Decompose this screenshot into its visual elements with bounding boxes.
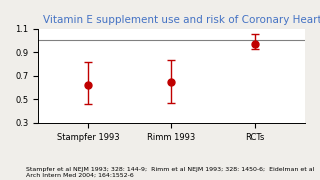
Text: Stampfer et al NEJM 1993; 328: 144-9;  Rimm et al NEJM 1993; 328: 1450-6;  Eidel: Stampfer et al NEJM 1993; 328: 144-9; Ri… — [26, 167, 314, 178]
Text: Vitamin E supplement use and risk of Coronary Heart Disease: Vitamin E supplement use and risk of Cor… — [43, 15, 320, 25]
